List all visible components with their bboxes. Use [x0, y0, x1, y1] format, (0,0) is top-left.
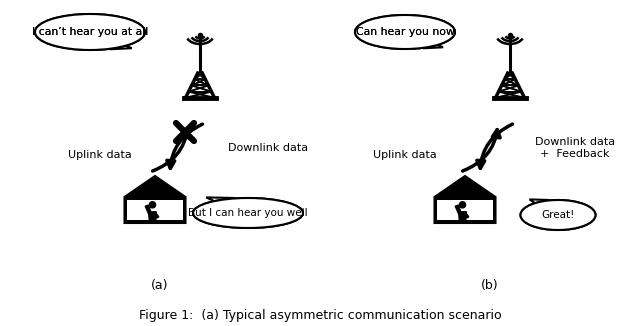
Polygon shape [127, 200, 183, 220]
Polygon shape [459, 212, 467, 222]
Text: Can hear you now: Can hear you now [356, 27, 454, 37]
Text: I can’t hear you at all: I can’t hear you at all [32, 27, 148, 37]
Polygon shape [423, 43, 443, 48]
Polygon shape [110, 43, 132, 49]
Ellipse shape [355, 15, 455, 49]
Text: But I can hear you well: But I can hear you well [188, 208, 308, 218]
Text: Uplink data: Uplink data [68, 150, 132, 160]
Text: Downlink data: Downlink data [228, 143, 308, 153]
Ellipse shape [35, 14, 145, 50]
Text: Figure 1:  (a) Typical asymmetric communication scenario: Figure 1: (a) Typical asymmetric communi… [139, 308, 501, 321]
Circle shape [149, 202, 156, 208]
Ellipse shape [520, 200, 595, 230]
Polygon shape [529, 200, 549, 206]
Polygon shape [154, 214, 159, 218]
Polygon shape [206, 198, 235, 204]
Polygon shape [148, 212, 156, 222]
Polygon shape [455, 205, 461, 214]
Ellipse shape [520, 200, 595, 230]
Polygon shape [435, 176, 495, 223]
Text: I can’t hear you at all: I can’t hear you at all [32, 27, 148, 37]
Ellipse shape [355, 15, 455, 49]
Polygon shape [464, 214, 468, 218]
Polygon shape [145, 205, 151, 214]
Ellipse shape [35, 14, 145, 50]
Ellipse shape [193, 198, 303, 228]
Ellipse shape [193, 198, 303, 228]
Polygon shape [437, 200, 493, 220]
Text: Great!: Great! [541, 210, 575, 220]
Text: Can hear you now: Can hear you now [356, 27, 454, 37]
Polygon shape [125, 176, 186, 223]
Circle shape [460, 202, 465, 208]
Text: Uplink data: Uplink data [373, 150, 437, 160]
Text: (a): (a) [151, 278, 169, 291]
Text: Downlink data
+  Feedback: Downlink data + Feedback [535, 137, 615, 159]
Text: (b): (b) [481, 278, 499, 291]
